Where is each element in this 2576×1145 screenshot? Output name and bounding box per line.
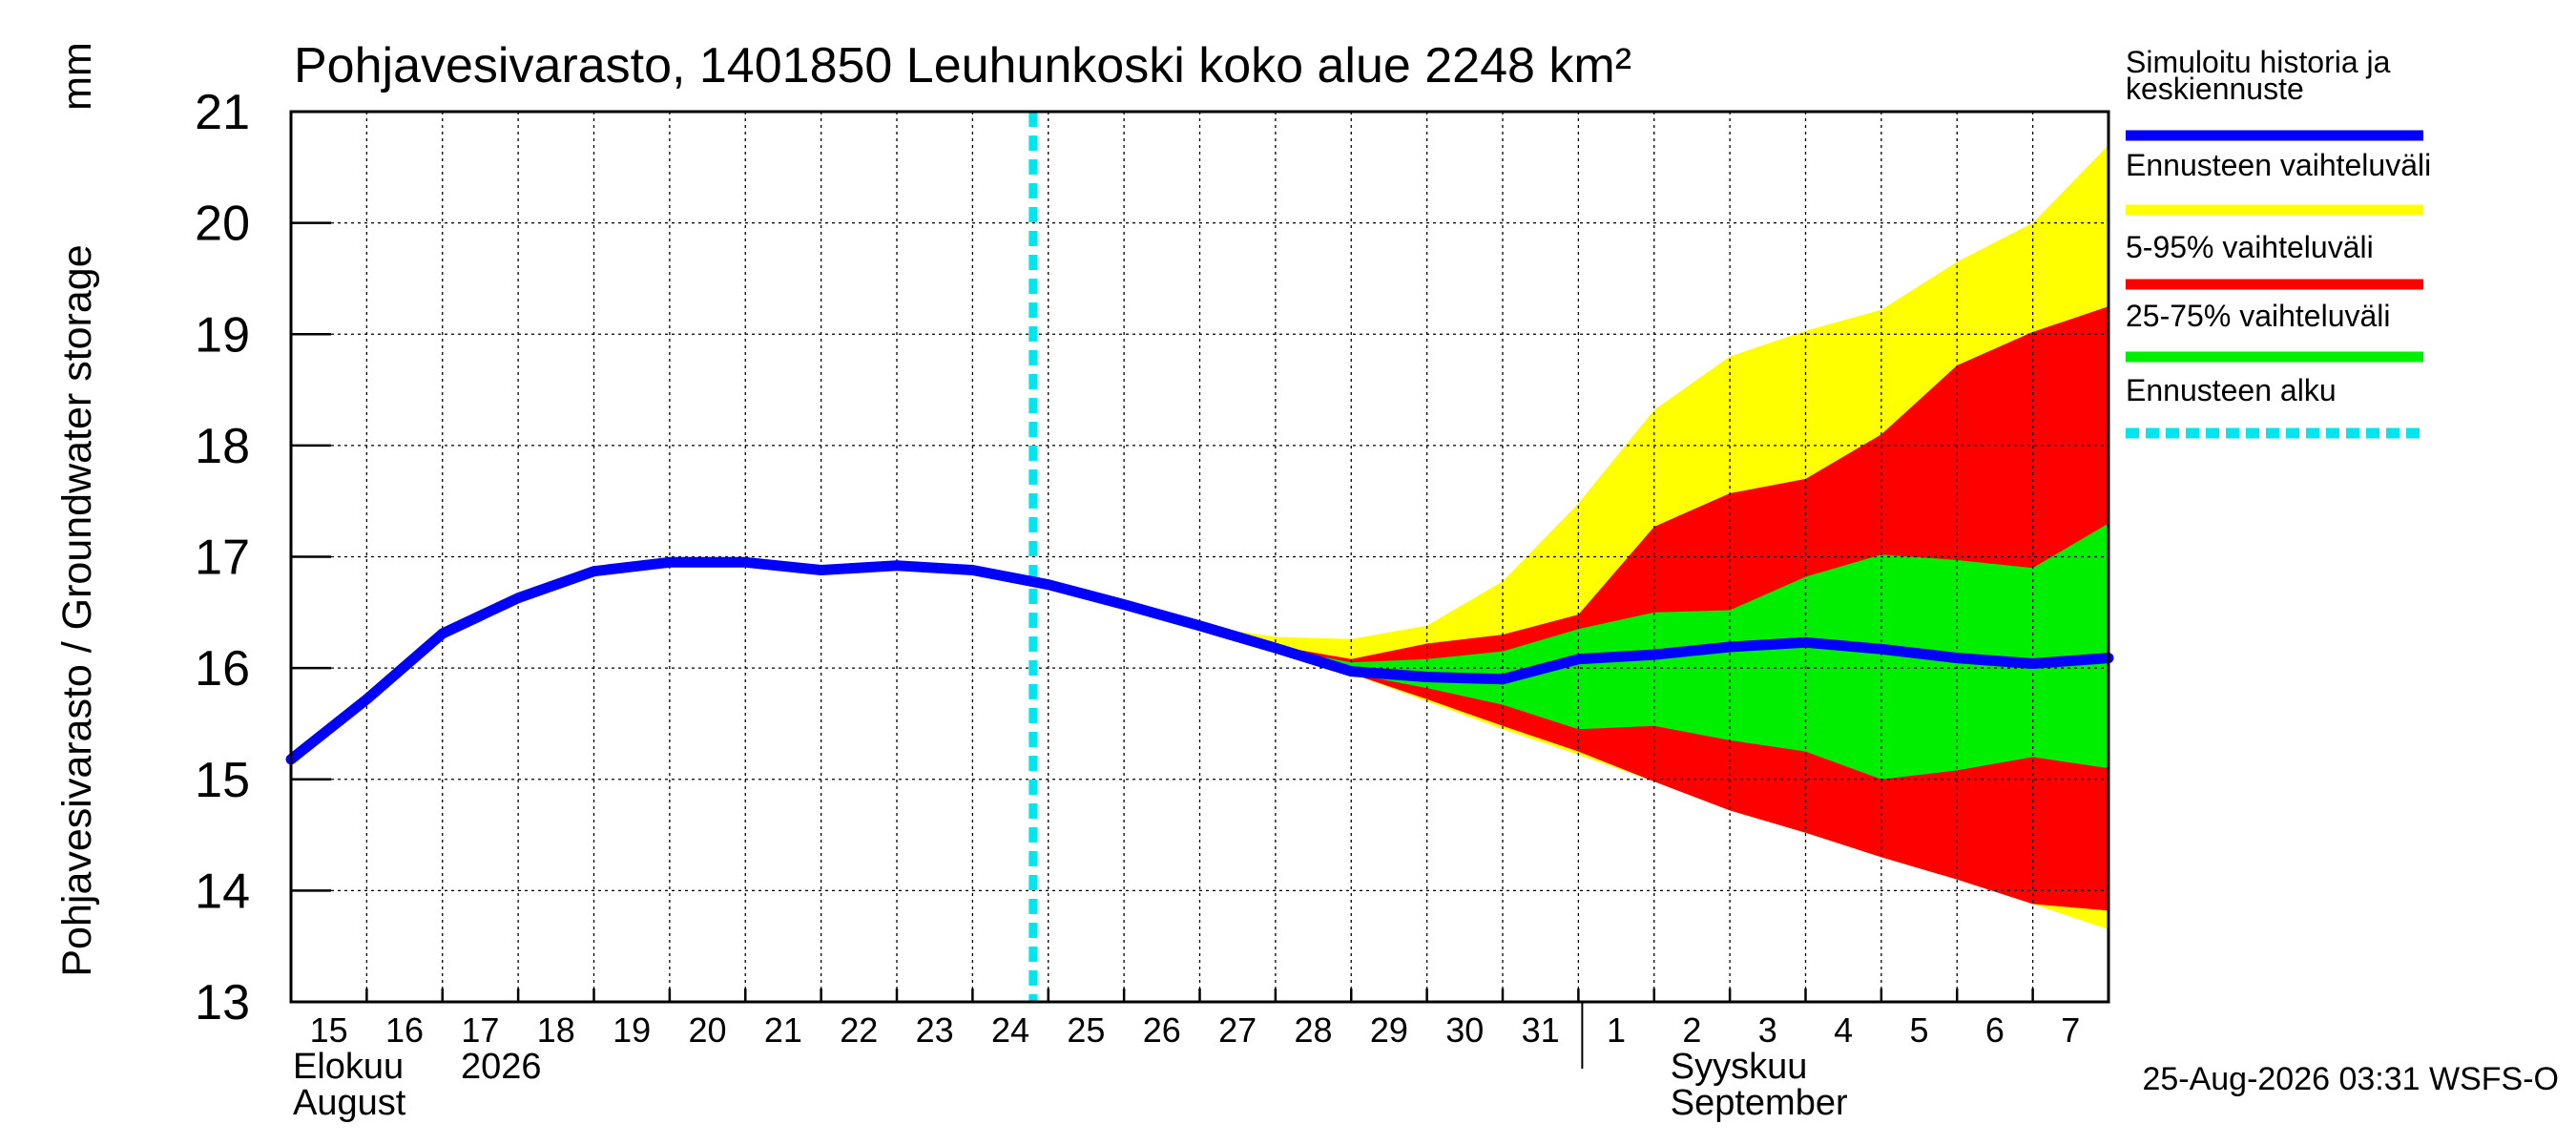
month-label-fi: Syyskuu [1671, 1047, 1808, 1087]
y-tick-label: 15 [195, 753, 250, 808]
median-line [285, 556, 2114, 765]
x-tick-label: 4 [1834, 1010, 1853, 1050]
x-tick-label: 17 [461, 1010, 499, 1050]
x-tick-label: 19 [613, 1010, 651, 1050]
x-tick-label: 18 [537, 1010, 575, 1050]
x-tick-label: 21 [764, 1010, 802, 1050]
legend-label: Ennusteen vaihteluväli [2126, 148, 2431, 182]
x-tick-label: 3 [1758, 1010, 1777, 1050]
x-tick-label: 1 [1607, 1010, 1626, 1050]
month-label-en: August [293, 1083, 406, 1123]
y-tick-label: 21 [195, 85, 250, 140]
x-tick-label: 31 [1522, 1010, 1560, 1050]
x-tick-label: 25 [1067, 1010, 1105, 1050]
x-tick-label: 24 [991, 1010, 1029, 1050]
chart-title: Pohjavesivarasto, 1401850 Leuhunkoski ko… [294, 38, 1631, 94]
y-tick-label: 17 [195, 531, 250, 586]
x-tick-label: 6 [1985, 1010, 2005, 1050]
y-axis-label: Pohjavesivarasto / Groundwater storage [54, 244, 100, 976]
y-tick-label: 13 [195, 975, 250, 1030]
x-tick-labels: 15 16 17 18 19 20 21 22 23 24 25 26 27 28 29 30 31 1 2 3 4 5 6… [310, 1010, 2081, 1050]
y-tick-label: 20 [195, 197, 250, 252]
y-tick-label: 14 [195, 864, 250, 919]
x-tick-label: 15 [310, 1010, 348, 1050]
y-tick-label: 16 [195, 641, 250, 697]
x-tick-label: 28 [1295, 1010, 1333, 1050]
x-tick-label: 29 [1370, 1010, 1408, 1050]
legend-label: 5-95% vaihteluväli [2126, 230, 2374, 264]
legend-label: Simuloitu historia ja [2126, 45, 2391, 79]
x-tick-label: 2 [1682, 1010, 1701, 1050]
x-tick-label: 20 [689, 1010, 727, 1050]
x-tick-label: 23 [916, 1010, 954, 1050]
x-tick-label: 27 [1218, 1010, 1257, 1050]
y-tick-labels: 13 14 15 16 17 18 19 20 21 [195, 85, 250, 1030]
x-tick-label: 30 [1445, 1010, 1484, 1050]
legend-label: Ennusteen alku [2126, 373, 2337, 407]
x-tick-label: 16 [385, 1010, 424, 1050]
y-tick-label: 18 [195, 419, 250, 474]
month-label-fi: Elokuu [293, 1047, 404, 1087]
legend-label: 25-75% vaihteluväli [2126, 299, 2391, 333]
x-tick-label: 22 [840, 1010, 878, 1050]
axes [289, 110, 2110, 1069]
median-series [285, 556, 2114, 765]
legend-label: keskiennuste [2126, 72, 2304, 106]
month-label-en: September [1671, 1083, 1848, 1123]
year-label: 2026 [461, 1047, 542, 1087]
y-tick-label: 19 [195, 307, 250, 363]
y-axis-unit: mm [54, 42, 100, 111]
footer-timestamp: 25-Aug-2026 03:31 WSFS-O [2142, 1061, 2559, 1097]
x-tick-label: 7 [2061, 1010, 2080, 1050]
x-tick-label: 5 [1910, 1010, 1929, 1050]
x-tick-label: 26 [1143, 1010, 1181, 1050]
